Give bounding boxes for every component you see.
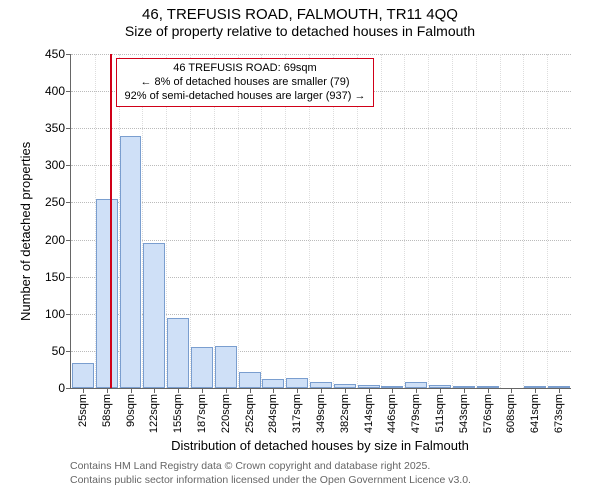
xtick-label: 90sqm (125, 394, 137, 427)
ytick-mark (66, 128, 71, 129)
xtick-label: 220sqm (220, 394, 232, 433)
gridline-v (452, 54, 453, 388)
xtick-label: 414sqm (363, 394, 375, 433)
ytick-label: 250 (45, 195, 65, 209)
xtick-label: 576sqm (482, 394, 494, 433)
xtick-mark (107, 388, 108, 393)
chart-title: 46, TREFUSIS ROAD, FALMOUTH, TR11 4QQ (0, 0, 600, 23)
xtick-label: 543sqm (458, 394, 470, 433)
xtick-label: 284sqm (267, 394, 279, 433)
gridline-v (404, 54, 405, 388)
xtick-mark (369, 388, 370, 393)
ytick-mark (66, 240, 71, 241)
xtick-label: 155sqm (172, 394, 184, 433)
chart-subtitle: Size of property relative to detached ho… (0, 23, 600, 43)
xtick-mark (559, 388, 560, 393)
xtick-mark (392, 388, 393, 393)
plot-area: 05010015020025030035040045025sqm58sqm90s… (70, 54, 571, 389)
gridline-v (428, 54, 429, 388)
gridline-h (71, 202, 571, 203)
chart-container: 46, TREFUSIS ROAD, FALMOUTH, TR11 4QQ Si… (0, 0, 600, 500)
xtick-label: 641sqm (529, 394, 541, 433)
ytick-label: 350 (45, 121, 65, 135)
histogram-bar (120, 136, 142, 388)
ytick-mark (66, 351, 71, 352)
marker-line (110, 54, 112, 388)
ytick-label: 100 (45, 307, 65, 321)
footer-line1: Contains HM Land Registry data © Crown c… (70, 460, 471, 474)
info-box-line3: 92% of semi-detached houses are larger (… (123, 90, 367, 104)
histogram-bar (72, 363, 94, 388)
gridline-v (476, 54, 477, 388)
xtick-mark (273, 388, 274, 393)
xtick-mark (511, 388, 512, 393)
ytick-label: 50 (52, 344, 65, 358)
ytick-label: 0 (58, 381, 65, 395)
xtick-label: 252sqm (244, 394, 256, 433)
histogram-bar (143, 243, 165, 388)
xtick-mark (131, 388, 132, 393)
ytick-mark (66, 277, 71, 278)
histogram-bar (262, 379, 284, 388)
xtick-mark (154, 388, 155, 393)
xtick-label: 58sqm (101, 394, 113, 427)
gridline-h (71, 240, 571, 241)
xtick-mark (83, 388, 84, 393)
histogram-bar (167, 318, 189, 389)
xtick-label: 317sqm (291, 394, 303, 433)
gridline-v (500, 54, 501, 388)
xtick-mark (345, 388, 346, 393)
xtick-mark (250, 388, 251, 393)
xtick-label: 608sqm (505, 394, 517, 433)
footer-line2: Contains public sector information licen… (70, 474, 471, 488)
xtick-label: 673sqm (553, 394, 565, 433)
ytick-mark (66, 91, 71, 92)
ytick-mark (66, 54, 71, 55)
ytick-mark (66, 314, 71, 315)
histogram-bar (286, 378, 308, 388)
xtick-mark (202, 388, 203, 393)
xtick-label: 349sqm (315, 394, 327, 433)
histogram-bar (239, 372, 261, 388)
xtick-mark (488, 388, 489, 393)
ytick-mark (66, 388, 71, 389)
ytick-label: 300 (45, 158, 65, 172)
ytick-label: 150 (45, 270, 65, 284)
gridline-h (71, 128, 571, 129)
ytick-mark (66, 202, 71, 203)
gridline-v (547, 54, 548, 388)
xtick-label: 187sqm (196, 394, 208, 433)
xtick-label: 446sqm (386, 394, 398, 433)
ytick-mark (66, 165, 71, 166)
info-box: 46 TREFUSIS ROAD: 69sqm← 8% of detached … (116, 58, 374, 107)
gridline-h (71, 54, 571, 55)
xtick-mark (440, 388, 441, 393)
xtick-mark (297, 388, 298, 393)
footer-attribution: Contains HM Land Registry data © Crown c… (70, 460, 471, 487)
gridline-h (71, 165, 571, 166)
xtick-mark (178, 388, 179, 393)
x-axis-label: Distribution of detached houses by size … (70, 438, 570, 453)
xtick-mark (416, 388, 417, 393)
gridline-v (381, 54, 382, 388)
xtick-label: 479sqm (410, 394, 422, 433)
histogram-bar (215, 346, 237, 388)
y-axis-label: Number of detached properties (18, 142, 33, 321)
info-box-title: 46 TREFUSIS ROAD: 69sqm (123, 62, 367, 76)
histogram-bar (191, 347, 213, 388)
ytick-label: 200 (45, 233, 65, 247)
info-box-line2: ← 8% of detached houses are smaller (79) (123, 76, 367, 90)
xtick-mark (321, 388, 322, 393)
ytick-label: 450 (45, 47, 65, 61)
xtick-mark (535, 388, 536, 393)
gridline-v (523, 54, 524, 388)
xtick-mark (226, 388, 227, 393)
xtick-label: 25sqm (77, 394, 89, 427)
xtick-label: 382sqm (339, 394, 351, 433)
xtick-label: 122sqm (148, 394, 160, 433)
xtick-label: 511sqm (434, 394, 446, 432)
histogram-bar (96, 199, 118, 388)
ytick-label: 400 (45, 84, 65, 98)
xtick-mark (464, 388, 465, 393)
